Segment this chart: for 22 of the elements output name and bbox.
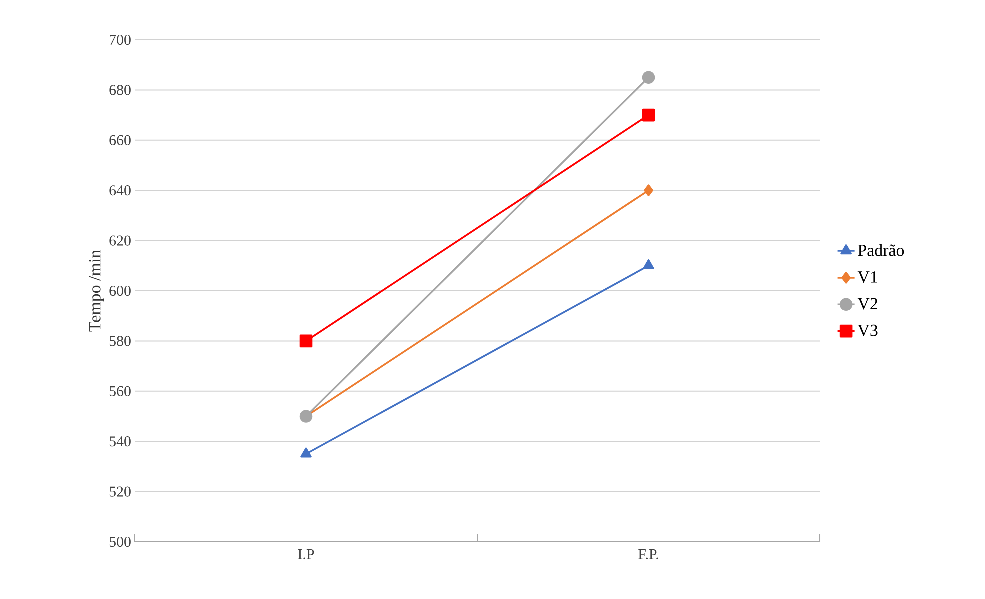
legend-label: V2 xyxy=(858,298,878,310)
point xyxy=(642,71,656,84)
y-tick-label: 520 xyxy=(110,486,131,497)
point xyxy=(642,108,656,122)
y-tick-label: 580 xyxy=(110,336,131,346)
legend-label: Padrão xyxy=(858,244,904,256)
y-axis-title: Tempo /min xyxy=(89,250,104,332)
y-tick-label: 560 xyxy=(110,386,131,396)
y-tick-label: 540 xyxy=(110,436,131,447)
y-tick-label: 660 xyxy=(110,135,131,146)
legend-label: V1 xyxy=(858,272,878,284)
y-tick-label: 680 xyxy=(110,85,131,96)
point xyxy=(644,184,654,196)
y-tick-label: 600 xyxy=(110,286,131,296)
y-tick-label: 620 xyxy=(110,236,131,246)
y-tick-label: 700 xyxy=(110,34,131,46)
legend-label: V3 xyxy=(858,324,878,336)
point xyxy=(300,334,313,348)
x-tick-label: F.P. xyxy=(638,550,658,560)
x-tick-label: I.P xyxy=(298,550,314,560)
y-tick-label: 500 xyxy=(110,536,131,548)
y-tick-label: 640 xyxy=(110,186,131,196)
